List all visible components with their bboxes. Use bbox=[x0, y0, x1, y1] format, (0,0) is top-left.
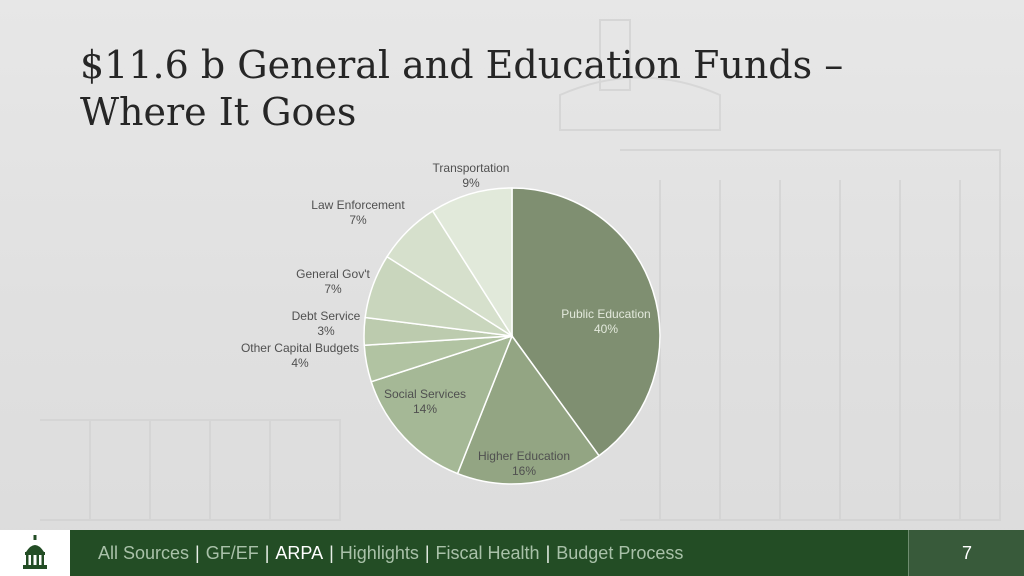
nav-link-arpa[interactable]: ARPA bbox=[275, 542, 324, 563]
pie-label-name: Debt Service bbox=[292, 309, 361, 323]
pie-label-name: Social Services bbox=[384, 387, 466, 401]
nav-separator: | bbox=[195, 542, 200, 563]
pie-label-higher-education: Higher Education 16% bbox=[478, 449, 570, 478]
nav-link-budget-process[interactable]: Budget Process bbox=[556, 542, 684, 563]
nav-link-gf-ef[interactable]: GF/EF bbox=[205, 542, 259, 563]
pie-label-value: 9% bbox=[462, 176, 480, 190]
nav-link-highlights[interactable]: Highlights bbox=[339, 542, 419, 563]
pie-label-name: General Gov't bbox=[296, 267, 370, 281]
pie-label-value: 16% bbox=[512, 464, 536, 478]
slide-title-line-1: $11.6 b General and Education Funds – bbox=[80, 43, 844, 87]
pie-label-transportation: Transportation 9% bbox=[433, 161, 510, 190]
pie-label-general-gov-t: General Gov't 7% bbox=[296, 267, 370, 296]
pie-label-value: 40% bbox=[594, 322, 618, 336]
nav-separator: | bbox=[329, 542, 334, 563]
pie-slice-transportation bbox=[431, 187, 513, 339]
nav-link-all-sources[interactable]: All Sources bbox=[98, 542, 190, 563]
nav-separator: | bbox=[545, 542, 551, 563]
pie-label-name: Public Education bbox=[561, 307, 650, 321]
pie-label-name: Law Enforcement bbox=[311, 198, 405, 212]
pie-label-name: Other Capital Budgets bbox=[241, 341, 359, 355]
pie-label-value: 7% bbox=[324, 282, 342, 296]
logo[interactable] bbox=[0, 530, 70, 576]
pie-chart: Public Education 40% Higher Education 16% So… bbox=[241, 161, 661, 485]
pie-label-value: 3% bbox=[317, 324, 335, 338]
page-number: 7 bbox=[908, 530, 1024, 576]
pie-label-name: Higher Education bbox=[478, 449, 570, 463]
pie-label-other-capital-budgets: Other Capital Budgets 4% bbox=[241, 341, 359, 370]
footer-nav: All Sources | GF/EF | ARPA | Highlights | Fiscal… bbox=[98, 530, 683, 576]
slide-title-line-2: Where It Goes bbox=[80, 90, 357, 134]
pie-label-value: 14% bbox=[413, 402, 437, 416]
pie-label-public-education: Public Education 40% bbox=[561, 307, 650, 336]
pie-label-debt-service: Debt Service 3% bbox=[292, 309, 361, 338]
pie-label-law-enforcement: Law Enforcement 7% bbox=[311, 198, 405, 227]
nav-link-fiscal-health[interactable]: Fiscal Health bbox=[435, 542, 540, 563]
pie-slice-public-education bbox=[511, 187, 661, 457]
nav-separator: | bbox=[424, 542, 430, 563]
slide-title: $11.6 b General and Education Funds – Wh… bbox=[80, 42, 960, 136]
pie-label-name: Transportation bbox=[433, 161, 510, 175]
pie-label-value: 7% bbox=[349, 213, 367, 227]
nav-separator: | bbox=[264, 542, 270, 563]
capitol-dome-icon bbox=[23, 535, 47, 569]
pie-label-social-services: Social Services 14% bbox=[384, 387, 466, 416]
footer-bar: All Sources | GF/EF | ARPA | Highlights | Fiscal… bbox=[0, 530, 1024, 576]
pie-label-value: 4% bbox=[291, 356, 309, 370]
pie-slice-higher-education bbox=[456, 334, 601, 485]
